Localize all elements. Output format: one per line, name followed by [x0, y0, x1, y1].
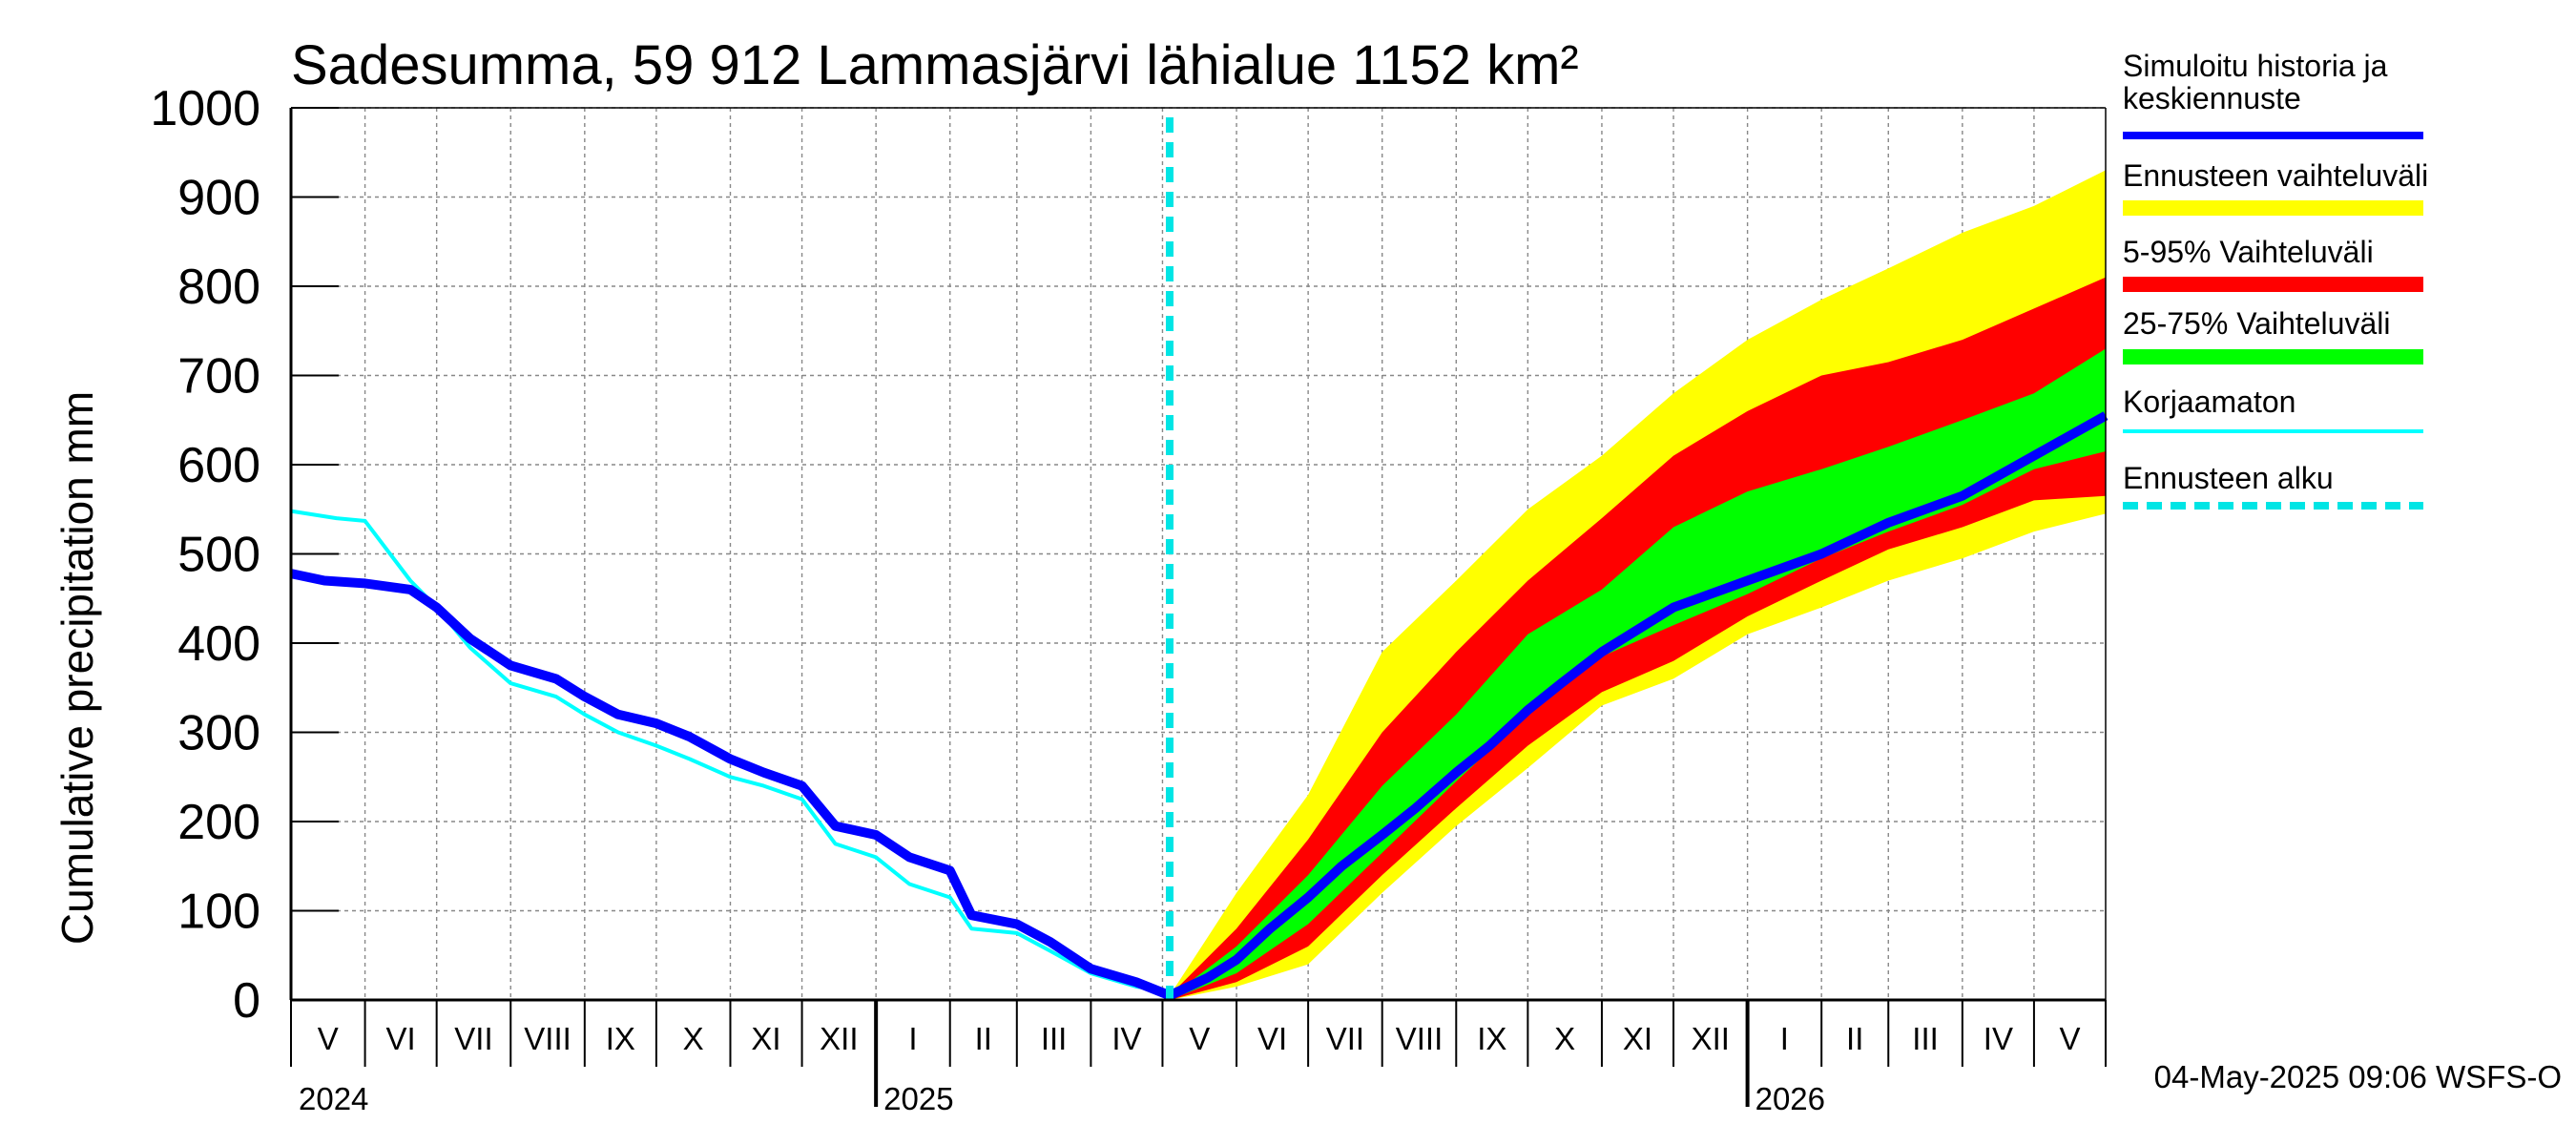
month-label: I	[908, 1021, 917, 1056]
y-tick-label: 500	[177, 528, 260, 583]
month-label: V	[2059, 1021, 2080, 1056]
legend-label: 5-95% Vaihteluväli	[2123, 235, 2374, 269]
y-tick-label: 400	[177, 616, 260, 672]
y-axis-label: Cumulative precipitation mm	[52, 391, 102, 945]
forecast-bands	[1170, 170, 2106, 1001]
month-label: XII	[820, 1021, 858, 1056]
y-tick-label: 600	[177, 438, 260, 493]
chart-title: Sadesumma, 59 912 Lammasjärvi lähialue 1…	[291, 34, 1579, 96]
month-label: X	[683, 1021, 704, 1056]
band-25-75-vaihteluv-li	[1170, 348, 2106, 1000]
month-label: VII	[454, 1021, 492, 1056]
legend-label: Korjaamaton	[2123, 385, 2296, 419]
year-label: 2025	[883, 1081, 953, 1116]
legend-label: Ennusteen vaihteluväli	[2123, 158, 2428, 193]
month-label: IX	[606, 1021, 635, 1056]
legend-label: Simuloitu historia ja	[2123, 49, 2388, 83]
month-label: XI	[1623, 1021, 1652, 1056]
month-label: X	[1554, 1021, 1575, 1056]
month-label: VII	[1326, 1021, 1364, 1056]
series-lines	[289, 117, 2109, 1001]
month-label: II	[975, 1021, 992, 1056]
month-label: VI	[1257, 1021, 1287, 1056]
month-label: XII	[1692, 1021, 1730, 1056]
y-tick-label: 800	[177, 260, 260, 315]
year-label: 2024	[299, 1081, 368, 1116]
legend-label: Ennusteen alku	[2123, 461, 2334, 495]
month-label: I	[1780, 1021, 1789, 1056]
month-label: V	[318, 1021, 339, 1056]
year-label: 2026	[1755, 1081, 1825, 1116]
y-tick-label: 0	[233, 973, 260, 1029]
month-label: IV	[1111, 1021, 1141, 1056]
y-tick-label: 200	[177, 795, 260, 850]
footer-timestamp: 04-May-2025 09:06 WSFS-O	[2154, 1059, 2562, 1094]
month-label: VI	[386, 1021, 416, 1056]
y-tick-label: 700	[177, 349, 260, 405]
month-label: VIII	[524, 1021, 571, 1056]
month-label: II	[1846, 1021, 1863, 1056]
y-tick-label: 900	[177, 171, 260, 226]
month-label: VIII	[1396, 1021, 1444, 1056]
month-label: IV	[1984, 1021, 2013, 1056]
month-label: IX	[1477, 1021, 1506, 1056]
y-tick-label: 100	[177, 885, 260, 940]
legend-label: keskiennuste	[2123, 81, 2301, 115]
y-tick-label: 1000	[150, 81, 260, 136]
month-label: XI	[751, 1021, 780, 1056]
legend-label: 25-75% Vaihteluväli	[2123, 306, 2390, 341]
month-label: III	[1912, 1021, 1939, 1056]
month-label: III	[1041, 1021, 1068, 1056]
y-tick-label: 300	[177, 706, 260, 761]
series-line-simuloitu-historia-ja-keskiennuste	[289, 411, 2109, 1001]
month-label: V	[1189, 1021, 1210, 1056]
